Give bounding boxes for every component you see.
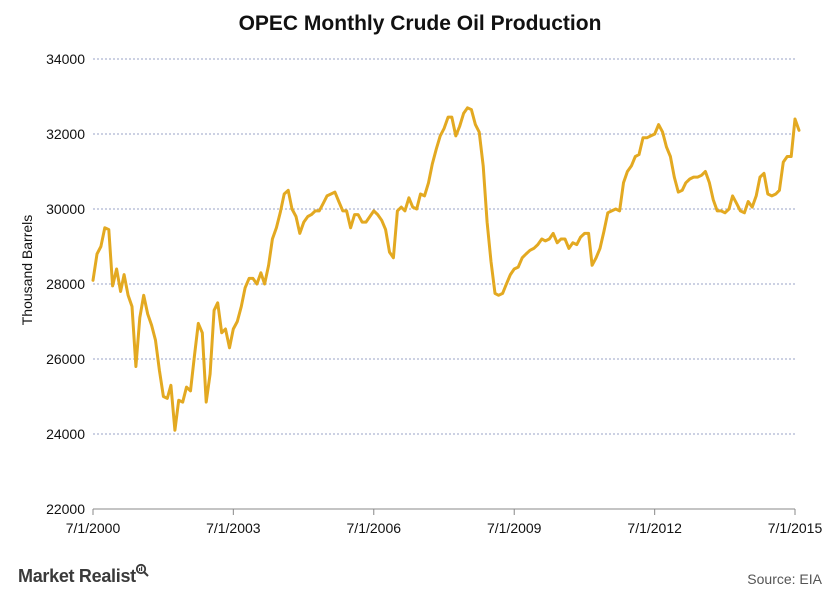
- magnifier-icon: [135, 563, 149, 577]
- gridlines: [93, 58, 795, 435]
- x-tick-label: 7/1/2003: [206, 520, 261, 536]
- brand-logo: Market Realist: [18, 566, 136, 586]
- series-layer: [91, 106, 801, 432]
- source-note: Source: EIA: [747, 571, 822, 587]
- x-tick-labels: 7/1/2000 7/1/2003 7/1/2006 7/1/2009 7/1/2012…: [66, 520, 823, 536]
- x-tick-label: 7/1/2006: [347, 520, 402, 536]
- chart-title: OPEC Monthly Crude Oil Production: [238, 12, 602, 35]
- y-tick-label: 24000: [46, 426, 85, 442]
- y-axis-label: Thousand Barrels: [19, 215, 35, 326]
- y-tick-label: 30000: [46, 201, 85, 217]
- x-tick-label: 7/1/2000: [66, 520, 121, 536]
- series-line: [91, 106, 801, 432]
- y-tick-labels: 22000 24000 26000 28000 30000 32000 34000: [46, 51, 85, 517]
- x-tick-label: 7/1/2012: [627, 520, 682, 536]
- axes: [92, 508, 796, 515]
- x-tick-label: 7/1/2009: [487, 520, 542, 536]
- y-tick-label: 26000: [46, 351, 85, 367]
- y-tick-label: 22000: [46, 501, 85, 517]
- y-tick-label: 34000: [46, 51, 85, 67]
- y-tick-label: 28000: [46, 276, 85, 292]
- y-tick-label: 32000: [46, 126, 85, 142]
- x-tick-label: 7/1/2015: [768, 520, 823, 536]
